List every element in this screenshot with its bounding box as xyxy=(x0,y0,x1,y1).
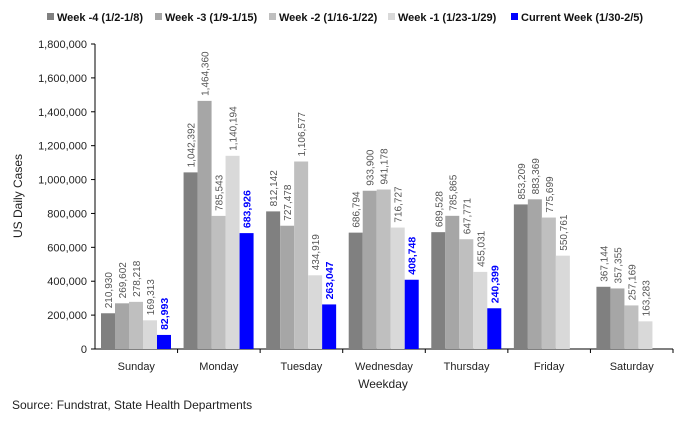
bar xyxy=(101,313,115,349)
bar xyxy=(638,321,653,349)
x-tick-label: Friday xyxy=(534,361,565,373)
bar xyxy=(308,275,323,349)
data-label: 408,748 xyxy=(407,237,419,275)
legend-label: Week -2 (1/16-1/22) xyxy=(279,12,378,24)
bar xyxy=(143,320,157,349)
bar xyxy=(431,232,446,349)
data-label: 775,699 xyxy=(545,176,556,213)
data-label: 853,209 xyxy=(517,163,528,200)
data-label: 686,794 xyxy=(352,191,363,228)
y-tick-label: 400,000 xyxy=(47,276,87,288)
legend-swatch xyxy=(511,13,518,20)
data-label: 812,142 xyxy=(269,170,280,207)
data-label: 933,900 xyxy=(366,149,377,186)
legend-label: Week -1 (1/23-1/29) xyxy=(398,12,497,24)
y-tick-label: 1,400,000 xyxy=(38,107,87,119)
data-label: 357,355 xyxy=(613,247,624,284)
data-label: 163,283 xyxy=(641,280,652,317)
y-tick-label: 1,600,000 xyxy=(38,73,87,85)
bar xyxy=(527,199,542,349)
data-label: 550,761 xyxy=(559,214,570,251)
legend-swatch xyxy=(155,13,162,20)
data-label: 240,399 xyxy=(489,265,501,303)
data-label: 1,464,360 xyxy=(201,51,212,96)
bar xyxy=(445,215,460,349)
data-label: 169,313 xyxy=(146,279,157,316)
bar xyxy=(610,288,625,349)
bar xyxy=(596,286,611,349)
bar xyxy=(348,232,363,349)
bar xyxy=(115,303,129,349)
y-tick-label: 1,200,000 xyxy=(38,141,87,153)
data-label: 716,727 xyxy=(394,186,405,223)
data-label: 263,047 xyxy=(324,261,336,299)
data-label: 367,144 xyxy=(599,245,610,282)
bar xyxy=(473,271,488,349)
data-label: 1,106,577 xyxy=(297,112,308,157)
bar xyxy=(555,255,570,349)
data-label: 727,478 xyxy=(283,184,294,221)
x-tick-label: Thursday xyxy=(444,361,490,373)
data-label: 941,178 xyxy=(380,148,391,185)
data-label: 683,926 xyxy=(242,190,254,228)
data-label: 257,169 xyxy=(627,264,638,301)
y-tick-label: 1,800,000 xyxy=(38,39,87,51)
legend-swatch xyxy=(269,13,276,20)
bar-chart: 0 200,000 400,000 600,000 800,000 1,000,000 1,… xyxy=(11,12,674,391)
bar xyxy=(459,239,474,349)
bar xyxy=(390,227,405,349)
bar xyxy=(294,161,309,349)
data-label: 785,865 xyxy=(448,174,459,211)
bar xyxy=(211,215,226,349)
legend-label: Current Week (1/30-2/5) xyxy=(521,12,643,24)
data-label: 210,930 xyxy=(104,272,115,309)
data-label: 1,140,194 xyxy=(229,106,240,151)
data-label: 647,771 xyxy=(462,198,473,235)
x-tick-label: Wednesday xyxy=(355,361,413,373)
x-tick-label: Tuesday xyxy=(281,361,323,373)
y-tick-label: 200,000 xyxy=(47,310,87,322)
data-label: 269,602 xyxy=(118,262,129,299)
bar xyxy=(239,233,254,349)
bar xyxy=(129,301,143,349)
data-label: 1,042,392 xyxy=(187,122,198,167)
x-tick-label: Saturday xyxy=(610,361,655,373)
legend-label: Week -3 (1/9-1/15) xyxy=(165,12,257,24)
data-label: 434,919 xyxy=(311,234,322,271)
x-tick-label: Monday xyxy=(199,361,239,373)
x-axis-title: Weekday xyxy=(358,377,408,391)
bar xyxy=(280,225,295,349)
bar xyxy=(266,211,281,349)
y-tick-label: 600,000 xyxy=(47,242,87,254)
data-label: 689,528 xyxy=(434,191,445,228)
source-note: Source: Fundstrat, State Health Departme… xyxy=(12,398,253,412)
bar xyxy=(225,155,240,349)
data-label: 455,031 xyxy=(476,230,487,267)
data-label: 785,543 xyxy=(215,174,226,211)
bar xyxy=(487,308,502,349)
data-label: 82,993 xyxy=(159,298,171,330)
bar xyxy=(322,304,337,349)
bar xyxy=(376,189,391,349)
data-label: 278,218 xyxy=(132,260,143,297)
legend-swatch xyxy=(47,13,54,20)
y-tick-label: 0 xyxy=(81,344,87,356)
bar xyxy=(362,190,377,349)
data-label: 883,369 xyxy=(531,158,542,195)
bar xyxy=(157,334,171,349)
bar xyxy=(197,100,212,349)
bar xyxy=(183,172,198,349)
y-axis-title: US Daily Cases xyxy=(11,154,25,238)
bar xyxy=(513,204,528,349)
y-tick-label: 800,000 xyxy=(47,208,87,220)
legend-label: Week -4 (1/2-1/8) xyxy=(57,12,143,24)
bar xyxy=(624,305,639,349)
y-tick-label: 1,000,000 xyxy=(38,175,87,187)
bar xyxy=(541,217,556,349)
bar xyxy=(404,279,419,349)
x-tick-label: Sunday xyxy=(118,361,156,373)
legend-swatch xyxy=(388,13,395,20)
